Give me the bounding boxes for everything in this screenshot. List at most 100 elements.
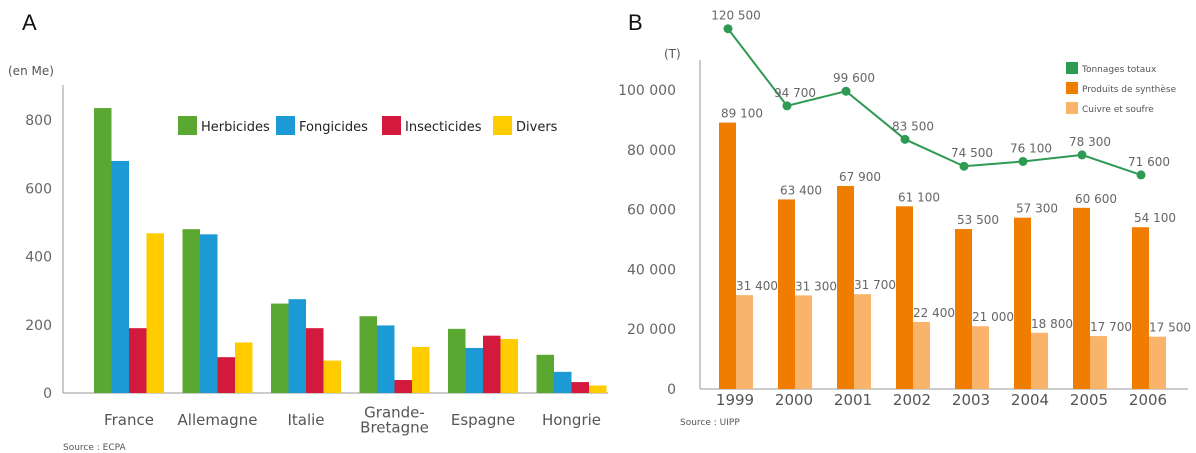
point-tonnages-totaux xyxy=(1136,170,1146,180)
bar-fongicides-grandebretagne xyxy=(377,325,395,393)
bar-fongicides-allemagne xyxy=(200,234,218,393)
legend-label-insecticides: Insecticides xyxy=(405,120,482,135)
bar-fongicides-france xyxy=(111,160,129,393)
point-tonnages-totaux xyxy=(782,101,792,111)
data-label-tonnages: 120 500 xyxy=(711,9,761,23)
data-label-produits: 61 100 xyxy=(898,190,940,204)
x-year-label: 2005 xyxy=(1070,391,1108,409)
legend-swatch-herbicides xyxy=(178,116,197,135)
data-label-cuivre: 22 400 xyxy=(913,306,955,320)
point-tonnages-totaux xyxy=(959,161,969,171)
y-tick-label: 400 xyxy=(25,250,52,266)
legend-swatch-divers xyxy=(493,116,512,135)
chart-a-pesticide-sales: (en Me) 0 200 400 600 800 France Allemagne Itali… xyxy=(8,64,608,453)
y-tick-label: 600 xyxy=(25,181,52,197)
data-label-cuivre: 31 700 xyxy=(854,278,896,292)
data-label-cuivre: 17 500 xyxy=(1149,321,1191,335)
bar-divers-grandebretagne xyxy=(412,346,430,393)
legend-swatch-insecticides xyxy=(382,116,401,135)
bar-insecticides-espagne xyxy=(483,335,501,393)
y-tick-label-b: 100 000 xyxy=(618,83,676,99)
bar-cuivre-1999 xyxy=(736,295,753,389)
y-tick-label-b: 80 000 xyxy=(627,143,676,159)
y-tick-label-b: 60 000 xyxy=(627,203,676,219)
data-label-tonnages: 76 100 xyxy=(1010,141,1052,155)
y-tick-label: 200 xyxy=(25,318,52,334)
y-tick-label-b: 20 000 xyxy=(627,322,676,338)
source-note: Source : ECPA xyxy=(63,443,126,453)
x-year-label: 2000 xyxy=(775,391,813,409)
bar-produits-2001 xyxy=(837,185,854,389)
x-year-label: 2002 xyxy=(893,391,931,409)
line-tonnages-totaux xyxy=(727,28,1142,176)
legend-swatch-b-0 xyxy=(1066,62,1078,74)
data-label-tonnages: 94 700 xyxy=(774,86,816,100)
legend-swatch-fongicides xyxy=(276,116,295,135)
bar-herbicides-italie xyxy=(271,303,289,393)
x-category-label: Italie xyxy=(287,411,324,429)
x-category-label: Espagne xyxy=(451,411,515,429)
bar-produits-2003 xyxy=(955,229,972,389)
bar-produits-2006 xyxy=(1132,227,1149,389)
legend-label-fongicides: Fongicides xyxy=(299,120,368,135)
bar-insecticides-grandebretagne xyxy=(394,380,412,393)
x-category-label: Grande- xyxy=(364,404,425,422)
y-unit-label-b: (T) xyxy=(664,47,681,61)
data-label-produits: 57 300 xyxy=(1016,202,1058,216)
x-year-label: 2001 xyxy=(834,391,872,409)
data-label-produits: 63 400 xyxy=(780,183,822,197)
data-label-tonnages: 78 300 xyxy=(1069,135,1111,149)
legend-label-b-0: Tonnages totaux xyxy=(1081,65,1157,75)
bar-produits-1999 xyxy=(719,122,736,389)
bar-cuivre-2006 xyxy=(1149,336,1166,389)
y-tick-label: 800 xyxy=(25,113,52,129)
x-category-label: Bretagne xyxy=(360,419,429,437)
source-note-b: Source : UIPP xyxy=(680,418,740,428)
legend-swatch-b-1 xyxy=(1066,82,1078,94)
bar-produits-2000 xyxy=(778,199,795,389)
bar-cuivre-2002 xyxy=(913,322,930,389)
legend-label-herbicides: Herbicides xyxy=(201,120,270,135)
data-label-cuivre: 18 800 xyxy=(1031,317,1073,331)
x-year-label: 2006 xyxy=(1129,391,1167,409)
data-label-produits: 60 600 xyxy=(1075,192,1117,206)
bar-produits-2002 xyxy=(896,206,913,389)
bar-insecticides-italie xyxy=(306,328,324,393)
data-label-produits: 53 500 xyxy=(957,213,999,227)
legend-label-b-2: Cuivre et soufre xyxy=(1082,105,1154,115)
bar-produits-2005 xyxy=(1073,207,1090,389)
point-tonnages-totaux xyxy=(1018,156,1028,166)
bar-cuivre-2004 xyxy=(1031,332,1048,389)
legend-label-divers: Divers xyxy=(516,120,558,135)
bar-cuivre-2005 xyxy=(1090,336,1107,389)
bar-divers-espagne xyxy=(500,339,518,393)
bar-herbicides-hongrie xyxy=(536,354,554,393)
bar-fongicides-hongrie xyxy=(554,371,572,393)
data-label-cuivre: 31 400 xyxy=(736,279,778,293)
bar-cuivre-2003 xyxy=(972,326,989,389)
bar-divers-allemagne xyxy=(235,342,253,393)
bar-insecticides-hongrie xyxy=(571,382,589,393)
data-label-tonnages: 83 500 xyxy=(892,119,934,133)
bar-insecticides-france xyxy=(129,328,147,393)
point-tonnages-totaux xyxy=(841,86,851,96)
bar-fongicides-italie xyxy=(288,299,306,393)
x-year-label: 1999 xyxy=(716,391,754,409)
panel-letter-b: B xyxy=(628,10,643,35)
data-label-tonnages: 74 500 xyxy=(951,146,993,160)
bar-cuivre-2001 xyxy=(854,294,871,389)
bar-produits-2004 xyxy=(1014,217,1031,389)
legend-swatch-b-2 xyxy=(1066,102,1078,114)
data-label-produits: 89 100 xyxy=(721,107,763,121)
point-tonnages-totaux xyxy=(1077,150,1087,160)
bar-insecticides-allemagne xyxy=(217,357,235,393)
x-category-label: France xyxy=(104,411,154,429)
bar-herbicides-allemagne xyxy=(182,229,200,393)
bar-herbicides-france xyxy=(94,108,112,394)
y-tick-label-b: 40 000 xyxy=(627,262,676,278)
y-tick-label-b: 0 xyxy=(667,382,676,398)
x-category-label: Hongrie xyxy=(542,411,601,429)
bar-cuivre-2000 xyxy=(795,295,812,389)
x-year-label: 2004 xyxy=(1011,391,1049,409)
data-label-tonnages: 99 600 xyxy=(833,71,875,85)
